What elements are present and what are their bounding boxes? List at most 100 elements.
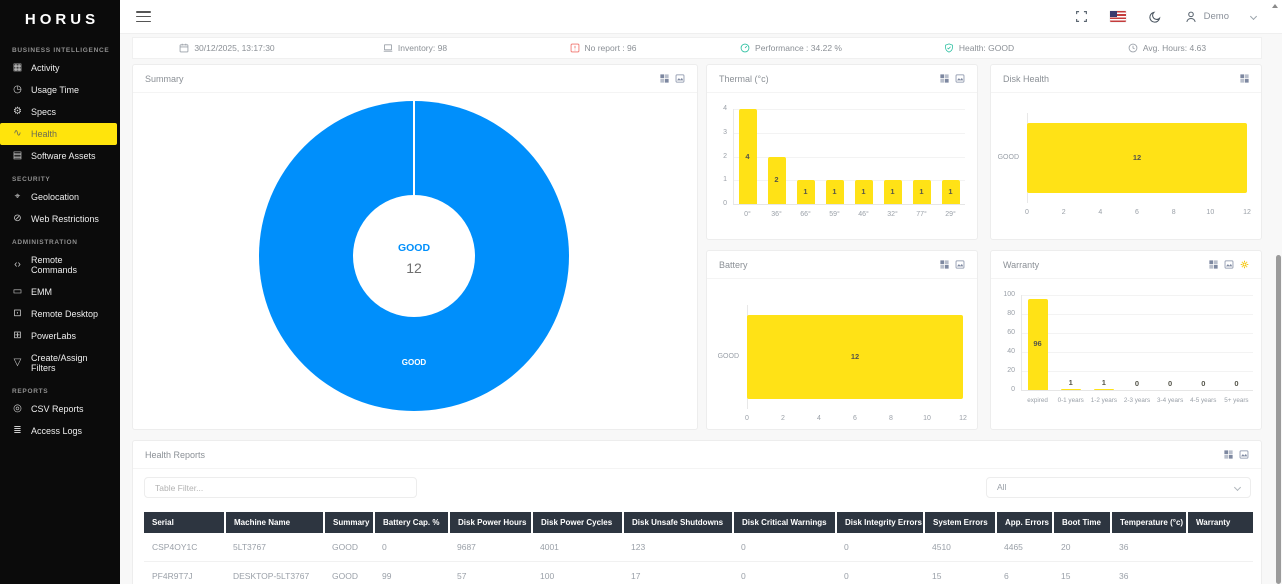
x-axis-tick: 12: [1243, 209, 1251, 216]
user-menu[interactable]: Demo: [1184, 10, 1229, 24]
chart-icon[interactable]: [675, 74, 685, 83]
table-icon[interactable]: [660, 74, 669, 83]
gridline: [733, 132, 965, 134]
column-header-machine-name[interactable]: Machine Name: [225, 512, 325, 533]
fullscreen-icon[interactable]: [1075, 10, 1088, 23]
table-row[interactable]: PF4R9T7J DESKTOP-5LT3767 GOOD 99 57 100 17 0 0 15…: [144, 561, 1253, 584]
chart-icon[interactable]: [955, 74, 965, 83]
bar-0-1-years[interactable]: [1060, 389, 1081, 390]
table-icon[interactable]: [940, 260, 949, 269]
sidebar-item-remote-commands[interactable]: ‹› Remote Commands: [0, 249, 117, 281]
y-axis-tick: 4: [723, 105, 727, 112]
app-logo: HORUS: [24, 11, 100, 28]
main-content: 30/12/2025, 13:17:30 Inventory: 98 No repo…: [120, 34, 1282, 584]
cell: 4465: [996, 533, 1053, 562]
sidebar-item-usage-time[interactable]: ◷ Usage Time: [0, 79, 117, 101]
sidebar-item-geolocation[interactable]: ⌖ Geolocation: [0, 186, 117, 208]
table-icon[interactable]: [1209, 260, 1218, 269]
cell: 36: [1111, 533, 1187, 562]
gridline: [733, 180, 965, 182]
cell: 36: [1111, 561, 1187, 584]
panel-title: Health Reports: [145, 449, 206, 460]
bar-expired[interactable]: [1027, 298, 1048, 390]
sidebar-item-powerlabs[interactable]: ⊞ PowerLabs: [0, 325, 117, 347]
column-header-disk-critical-warnings[interactable]: Disk Critical Warnings: [733, 512, 837, 533]
column-header-temperature-c[interactable]: Temperature (°c): [1111, 512, 1188, 533]
column-header-battery-cap[interactable]: Battery Cap. %: [374, 512, 450, 533]
sidebar-item-web-restrictions[interactable]: ⊘ Web Restrictions: [0, 208, 117, 230]
bar-good[interactable]: [747, 315, 963, 399]
table-filter-input[interactable]: [144, 477, 417, 498]
bar-77[interactable]: [912, 180, 931, 204]
table-row[interactable]: CSP4OY1C 5LT3767 GOOD 0 9687 4001 123 0 0 4510 446…: [144, 533, 1253, 562]
column-header-disk-integrity-errors[interactable]: Disk Integrity Errors: [836, 512, 925, 533]
sidebar-item-activity[interactable]: ▦ Activity: [0, 57, 117, 79]
warranty-bar-chart: 0 20 40 60 80 100 96 expired 1 0-1 years 1 1-2 year…: [991, 279, 1261, 428]
scrollbar-up-arrow[interactable]: [1272, 4, 1278, 8]
x-axis-tick: 2: [781, 415, 785, 422]
x-axis-tick: 6: [853, 415, 857, 422]
chart-icon[interactable]: [1239, 450, 1249, 459]
bar-66[interactable]: [796, 180, 815, 204]
logs-icon: ≣: [13, 425, 22, 436]
bar-46[interactable]: [854, 180, 873, 204]
column-header-disk-power-hours[interactable]: Disk Power Hours: [449, 512, 533, 533]
table-icon[interactable]: [1240, 74, 1249, 83]
sidebar-item-csv-reports[interactable]: ◎ CSV Reports: [0, 398, 117, 420]
x-axis-tick: 8: [1171, 209, 1176, 216]
cell: 5LT3767: [225, 533, 324, 562]
sidebar-item-health[interactable]: ∿ Health: [0, 123, 117, 145]
language-flag-icon[interactable]: [1109, 11, 1126, 22]
table-icon[interactable]: [1224, 450, 1233, 459]
bar-value-label: 12: [850, 352, 860, 361]
column-header-disk-unsafe-shutdowns[interactable]: Disk Unsafe Shutdowns: [623, 512, 734, 533]
column-header-system-errors[interactable]: System Errors: [924, 512, 997, 533]
y-axis-tick: 0: [723, 200, 727, 207]
dark-mode-moon-icon[interactable]: [1148, 10, 1162, 24]
cell: PF4R9T7J: [144, 561, 225, 584]
column-header-app-errors[interactable]: App. Errors: [996, 512, 1054, 533]
chevron-down-icon[interactable]: [1249, 12, 1258, 21]
sidebar-item-specs[interactable]: ⚙ Specs: [0, 101, 117, 123]
cell: 0: [836, 561, 924, 584]
bar-59[interactable]: [825, 180, 844, 204]
bar-value-label: 1: [861, 187, 866, 197]
sidebar-item-access-logs[interactable]: ≣ Access Logs: [0, 420, 117, 442]
panel-actions: [1209, 260, 1249, 269]
chart-icon[interactable]: [1224, 260, 1234, 269]
chart-icon[interactable]: [955, 260, 965, 269]
sidebar-item-emm[interactable]: ▭ EMM: [0, 281, 117, 303]
column-header-boot-time[interactable]: Boot Time: [1053, 512, 1112, 533]
settings-gear-icon[interactable]: [1240, 260, 1249, 269]
bar-29[interactable]: [941, 180, 960, 204]
column-header-warranty[interactable]: Warranty: [1187, 512, 1253, 533]
sidebar-item-remote-desktop[interactable]: ⊡ Remote Desktop: [0, 303, 117, 325]
sidebar-item-software-assets[interactable]: ▤ Software Assets: [0, 145, 117, 167]
bar-good[interactable]: [1027, 123, 1247, 193]
cell: 57: [449, 561, 532, 584]
bar-0[interactable]: [738, 109, 757, 204]
sidebar-item-label: Health: [31, 129, 58, 139]
bar-36[interactable]: [767, 156, 786, 204]
table-icon[interactable]: [940, 74, 949, 83]
gridline: [733, 109, 965, 110]
scrollbar-thumb[interactable]: [1276, 255, 1281, 584]
sidebar-item-label: Web Restrictions: [31, 214, 99, 224]
column-header-disk-power-cycles[interactable]: Disk Power Cycles: [532, 512, 624, 533]
y-axis-tick: 100: [1003, 291, 1015, 298]
battery-bar-chart: 12 GOOD 0 2 4 6 8 10 12: [707, 279, 977, 428]
x-axis-label: 32°: [887, 211, 898, 218]
cell: 9687: [449, 533, 532, 562]
bar-32[interactable]: [883, 180, 902, 204]
sidebar-item-create-assign-filters[interactable]: ▽ Create/Assign Filters: [0, 347, 117, 379]
y-axis-tick: 40: [1007, 348, 1015, 355]
y-axis-line: [1021, 295, 1022, 390]
column-header-summary[interactable]: Summary: [324, 512, 375, 533]
bar-1-2-years[interactable]: [1093, 389, 1114, 390]
column-header-serial[interactable]: Serial: [144, 512, 226, 533]
stat-label: 30/12/2025, 13:17:30: [194, 43, 275, 53]
stat-item: No report : 96: [509, 43, 697, 53]
report-type-select[interactable]: All: [986, 477, 1251, 498]
menu-toggle-icon[interactable]: [136, 11, 151, 22]
bar-value-label: 12: [1132, 153, 1142, 162]
